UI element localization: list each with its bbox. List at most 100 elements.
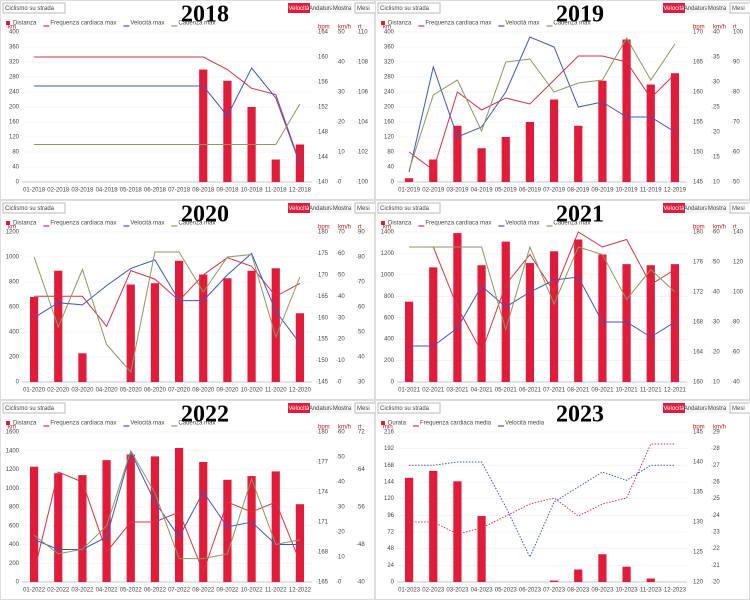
y-right-tick-label: 10 [713, 380, 720, 386]
bar [453, 125, 462, 182]
period-select[interactable] [729, 202, 750, 214]
tab[interactable] [663, 3, 685, 13]
x-tick-label: 05-2019 [495, 188, 518, 194]
y-right-tick-label: 174 [318, 490, 329, 496]
bar [271, 471, 280, 582]
tab[interactable] [686, 403, 706, 413]
panel [0, 200, 375, 400]
tab[interactable] [332, 3, 352, 13]
year-title: 2018 [181, 2, 229, 28]
y-tick-label: 600 [9, 523, 20, 529]
tab[interactable] [686, 203, 706, 213]
tab[interactable] [686, 3, 706, 13]
legend-label: Distanza [388, 221, 412, 227]
y-right-tick-label: 104 [358, 120, 369, 126]
x-tick-label: 06-2019 [519, 188, 542, 194]
y-right-tick-label: 80 [733, 320, 740, 326]
bar [223, 80, 232, 182]
bar [453, 481, 462, 582]
tab-label: Andatura [309, 406, 334, 412]
y-right-tick-label: 180 [318, 430, 329, 436]
y-right-tick-label: 100 [358, 180, 369, 186]
y-right-tick-label: 29 [713, 430, 720, 436]
y-right-tick-label: 56 [358, 505, 365, 511]
y-right-tick-label: 23 [713, 530, 720, 536]
y-right-tick-label: 0 [338, 580, 342, 586]
y-tick-label: 400 [384, 30, 395, 36]
tab[interactable] [707, 403, 727, 413]
period-select[interactable] [729, 402, 750, 414]
x-tick-label: 07-2020 [168, 388, 191, 394]
y-right-tick-label: 64 [358, 467, 365, 473]
y-tick-label: 40 [12, 165, 19, 171]
x-tick-label: 02-2018 [47, 188, 70, 194]
legend-label: Velocità media [505, 421, 545, 427]
dropdown[interactable] [377, 2, 441, 14]
tab[interactable] [663, 203, 685, 213]
x-tick-label: 04-2023 [471, 588, 494, 594]
y-tick-label: 600 [384, 315, 395, 321]
y-right-tick-label: 30 [713, 80, 720, 86]
y-right-tick-label: 140 [318, 180, 329, 186]
axis-label: bpm [693, 225, 705, 231]
y-right-tick-label: 164 [318, 30, 329, 36]
line [34, 257, 301, 328]
y-tick-label: 0 [391, 580, 395, 586]
y-right-tick-label: 160 [693, 380, 704, 386]
legend-label: Cadenza max [178, 21, 215, 27]
dropdown[interactable] [2, 202, 66, 214]
tab-label: Andatura [309, 6, 334, 12]
tab[interactable] [311, 403, 331, 413]
y-right-tick-label: 140 [693, 460, 704, 466]
tab[interactable] [332, 203, 352, 213]
y-right-tick-label: 60 [733, 350, 740, 356]
y-tick-label: 160 [384, 120, 395, 126]
x-tick-label: 12-2022 [289, 588, 312, 594]
tab-label: Velocità [288, 406, 310, 412]
y-right-tick-label: 20 [338, 337, 345, 343]
y-tick-label: 96 [387, 513, 394, 519]
y-tick-label: 280 [9, 75, 20, 81]
y-right-tick-label: 140 [733, 230, 744, 236]
x-tick-label: 07-2023 [543, 588, 566, 594]
y-right-tick-label: 155 [693, 120, 704, 126]
tab[interactable] [288, 403, 310, 413]
legend-label: Velocità max [130, 21, 164, 27]
bar [54, 473, 63, 582]
tab[interactable] [663, 403, 685, 413]
y-tick-label: 216 [384, 430, 395, 436]
tab[interactable] [311, 3, 331, 13]
legend-label: Velocità max [130, 421, 164, 427]
y-right-tick-label: 27 [713, 463, 720, 469]
x-tick-label: 12-2021 [664, 388, 687, 394]
bar [199, 274, 208, 382]
y-right-tick-label: 40 [358, 580, 365, 586]
y-right-tick-label: 40 [338, 294, 345, 300]
tab[interactable] [288, 3, 310, 13]
axis-label: km/h [713, 25, 726, 31]
tab[interactable] [707, 3, 727, 13]
y-tick-label: 800 [9, 280, 20, 286]
bar [646, 578, 655, 582]
dropdown[interactable] [377, 402, 441, 414]
bar [501, 137, 510, 182]
x-tick-label: 01-2022 [23, 588, 46, 594]
legend-label: Frequenza cardiaca max [50, 221, 116, 227]
period-select[interactable] [729, 2, 750, 14]
x-tick-label: 02-2020 [47, 388, 70, 394]
dropdown[interactable] [377, 202, 441, 214]
y-tick-label: 800 [9, 505, 20, 511]
tab[interactable] [332, 403, 352, 413]
y-right-tick-label: 145 [693, 430, 704, 436]
tab[interactable] [707, 203, 727, 213]
x-tick-label: 03-2020 [71, 388, 94, 394]
dropdown[interactable] [2, 402, 66, 414]
x-tick-label: 04-2021 [471, 388, 494, 394]
tab[interactable] [311, 203, 331, 213]
legend-label: Frequenza cardiaca max [425, 221, 491, 227]
x-tick-label: 02-2023 [422, 588, 445, 594]
y-right-tick-label: 130 [693, 520, 704, 526]
dropdown[interactable] [2, 2, 66, 14]
tab[interactable] [288, 203, 310, 213]
y-right-tick-label: 35 [713, 55, 720, 61]
